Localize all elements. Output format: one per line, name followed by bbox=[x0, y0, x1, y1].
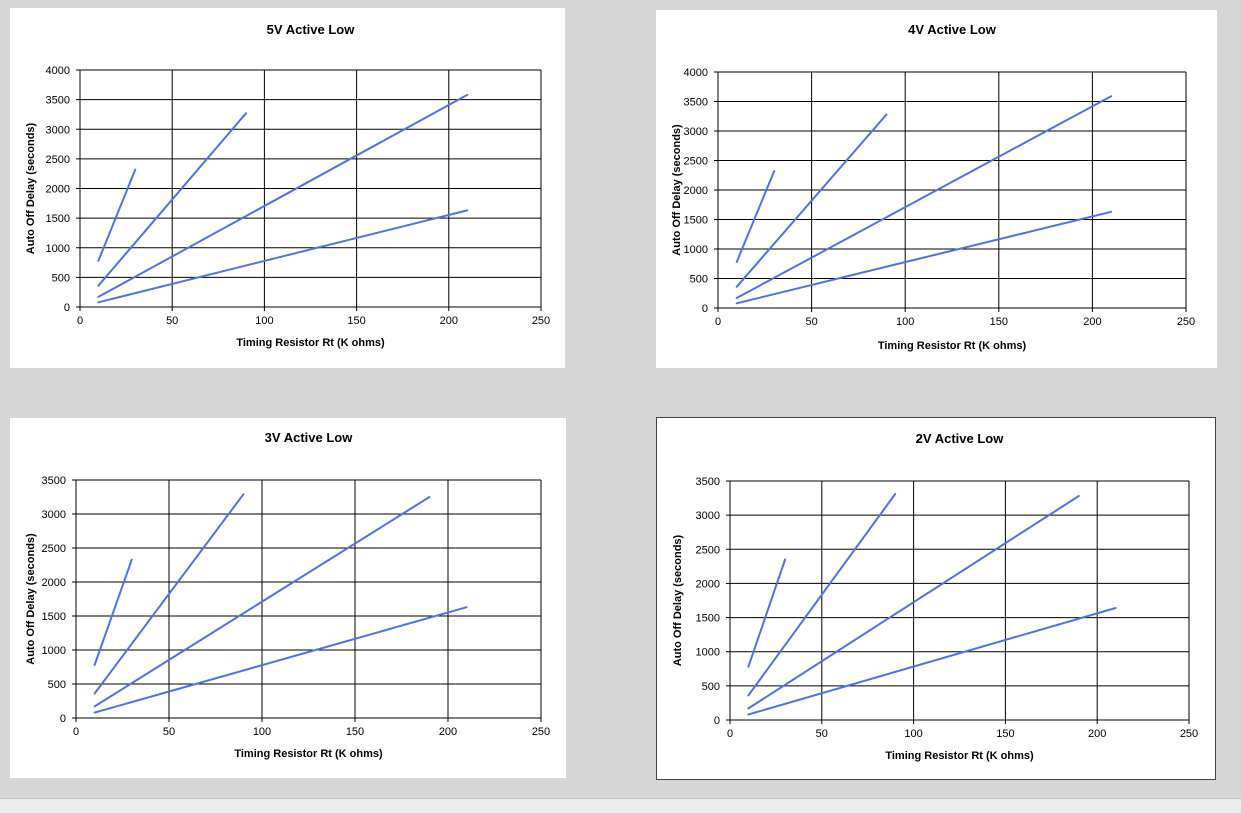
x-tick-label: 250 bbox=[532, 315, 550, 327]
x-tick-label: 50 bbox=[163, 726, 175, 738]
chart-panel-3v: 3V Active Low 0 500 1000 1500 2000 2500 3000 350… bbox=[10, 418, 566, 778]
x-tick-label: 50 bbox=[805, 316, 817, 328]
series-line-1 bbox=[93, 558, 133, 666]
y-tick-label: 2500 bbox=[696, 544, 720, 556]
y-tick-label: 3500 bbox=[42, 475, 66, 487]
y-tick-label: 1500 bbox=[42, 611, 66, 623]
x-axis-label: Timing Resistor Rt (K ohms) bbox=[885, 750, 1034, 762]
y-tick-label: 0 bbox=[702, 303, 708, 315]
x-tick-label: 50 bbox=[166, 315, 178, 327]
y-tick-label: 3000 bbox=[696, 510, 720, 522]
x-tick-label: 50 bbox=[816, 728, 828, 740]
y-tick-label: 500 bbox=[48, 679, 66, 691]
y-tick-label: 1500 bbox=[46, 213, 70, 225]
y-tick-label: 500 bbox=[702, 681, 720, 693]
series-line-3 bbox=[747, 495, 1080, 710]
y-tick-label: 2500 bbox=[46, 154, 70, 166]
y-tick-label: 500 bbox=[52, 272, 70, 284]
y-tick-label: 2500 bbox=[42, 543, 66, 555]
y-tick-label: 3500 bbox=[684, 97, 708, 109]
x-tick-label: 250 bbox=[1177, 316, 1195, 328]
x-axis-label: Timing Resistor Rt (K ohms) bbox=[878, 340, 1027, 352]
x-tick-label: 250 bbox=[1180, 728, 1198, 740]
chart-panel-2v: 2V Active Low 0 500 1000 1500 2000 2500 3000 350… bbox=[656, 417, 1216, 780]
x-tick-label: 150 bbox=[346, 726, 364, 738]
y-tick-label: 2000 bbox=[696, 578, 720, 590]
y-tick-label: 0 bbox=[714, 715, 720, 727]
y-tick-label: 1000 bbox=[684, 244, 708, 256]
bottom-bar bbox=[0, 798, 1241, 813]
chart-title: 5V Active Low bbox=[267, 22, 356, 37]
x-tick-label: 200 bbox=[439, 726, 457, 738]
x-tick-label: 0 bbox=[77, 315, 83, 327]
x-tick-label: 150 bbox=[996, 728, 1014, 740]
x-axis-label: Timing Resistor Rt (K ohms) bbox=[234, 748, 383, 760]
series-line-4 bbox=[735, 210, 1113, 305]
x-tick-label: 200 bbox=[1088, 728, 1106, 740]
y-tick-label: 1500 bbox=[684, 215, 708, 227]
x-tick-label: 0 bbox=[727, 728, 733, 740]
y-tick-label: 500 bbox=[690, 274, 708, 286]
x-tick-label: 0 bbox=[73, 726, 79, 738]
y-tick-label: 2000 bbox=[46, 184, 70, 196]
series-line-1 bbox=[747, 558, 787, 668]
series-line-3 bbox=[735, 95, 1113, 299]
y-tick-label: 3000 bbox=[42, 509, 66, 521]
y-tick-label: 4000 bbox=[46, 65, 70, 77]
chart-svg-5v: 5V Active Low050010001500200025003000350… bbox=[25, 22, 550, 349]
chart-title: 2V Active Low bbox=[916, 431, 1005, 446]
series-line-4 bbox=[97, 209, 469, 304]
y-tick-label: 0 bbox=[64, 302, 70, 314]
x-tick-label: 100 bbox=[904, 728, 922, 740]
y-axis-label: Auto Off Delay (seconds) bbox=[25, 533, 37, 665]
chart-svg-4v: 4V Active Low050010001500200025003000350… bbox=[671, 22, 1195, 352]
x-tick-label: 100 bbox=[255, 315, 273, 327]
y-tick-label: 4000 bbox=[684, 67, 708, 79]
y-tick-label: 3500 bbox=[46, 95, 70, 107]
y-tick-label: 1000 bbox=[696, 647, 720, 659]
chart-panel-4v: 4V Active Low 0 500 1000 1500 2000 2500 3000 350… bbox=[656, 10, 1217, 368]
x-axis-label: Timing Resistor Rt (K ohms) bbox=[236, 337, 385, 349]
y-tick-label: 3000 bbox=[46, 124, 70, 136]
series-line-2 bbox=[97, 112, 247, 287]
y-axis-label: Auto Off Delay (seconds) bbox=[25, 122, 37, 254]
chart-title: 3V Active Low bbox=[265, 430, 354, 445]
series-line-3 bbox=[93, 496, 431, 708]
y-tick-label: 2000 bbox=[42, 577, 66, 589]
y-axis-label: Auto Off Delay (seconds) bbox=[671, 124, 683, 256]
y-tick-label: 0 bbox=[60, 713, 66, 725]
x-tick-label: 150 bbox=[347, 315, 365, 327]
y-tick-label: 3000 bbox=[684, 126, 708, 138]
series-line-2 bbox=[735, 113, 888, 288]
y-axis-label: Auto Off Delay (seconds) bbox=[672, 534, 684, 666]
series-line-1 bbox=[735, 170, 776, 263]
x-tick-label: 250 bbox=[532, 726, 550, 738]
x-tick-label: 200 bbox=[1083, 316, 1101, 328]
y-tick-label: 1500 bbox=[696, 613, 720, 625]
series-line-2 bbox=[93, 493, 245, 695]
x-tick-label: 0 bbox=[715, 316, 721, 328]
x-tick-label: 100 bbox=[896, 316, 914, 328]
chart-svg-2v: 2V Active Low050010001500200025003000350… bbox=[672, 431, 1198, 762]
x-tick-label: 200 bbox=[440, 315, 458, 327]
series-line-2 bbox=[747, 493, 897, 697]
y-tick-label: 2500 bbox=[684, 156, 708, 168]
y-tick-label: 2000 bbox=[684, 185, 708, 197]
chart-panel-5v: 5V Active Low 0 500 1000 1500 2000 2500 3000 350… bbox=[10, 8, 565, 368]
y-tick-label: 1000 bbox=[46, 243, 70, 255]
x-tick-label: 100 bbox=[253, 726, 271, 738]
y-tick-label: 1000 bbox=[42, 645, 66, 657]
series-line-3 bbox=[97, 93, 469, 298]
series-line-4 bbox=[93, 606, 468, 714]
chart-title: 4V Active Low bbox=[908, 22, 997, 37]
series-line-1 bbox=[97, 168, 137, 262]
x-tick-label: 150 bbox=[990, 316, 1008, 328]
chart-svg-3v: 3V Active Low050010001500200025003000350… bbox=[25, 430, 550, 760]
y-tick-label: 3500 bbox=[696, 476, 720, 488]
series-line-4 bbox=[747, 607, 1117, 716]
